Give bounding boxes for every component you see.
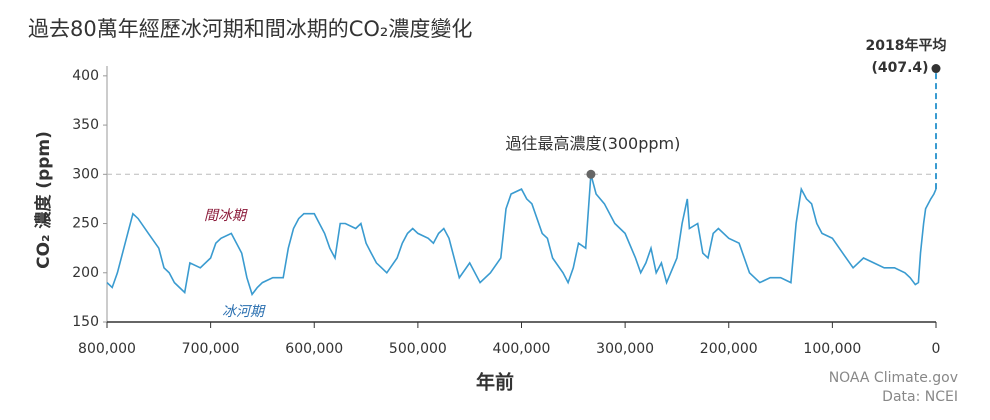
x-tick-label: 600,000	[285, 341, 343, 357]
source: NOAA Climate.gov	[829, 370, 958, 386]
x-axis-label: 年前	[476, 371, 514, 394]
x-tick-label: 200,000	[700, 341, 758, 357]
x-tick-label: 700,000	[182, 341, 240, 357]
chart-title: 過去80萬年經歷冰河期和間冰期的CO₂濃度變化	[28, 17, 472, 41]
x-tick-label: 400,000	[493, 341, 551, 357]
y-tick-label: 400	[72, 68, 99, 84]
x-tick-label: 100,000	[803, 341, 861, 357]
x-tick-label: 0	[932, 341, 941, 357]
co2-line	[106, 174, 937, 297]
current-value-label: (407.4)	[871, 60, 928, 76]
y-tick-label: 300	[72, 166, 99, 182]
data-source: Data: NCEI	[882, 389, 958, 405]
y-axis-label: CO₂ 濃度 (ppm)	[33, 131, 54, 269]
x-tick-label: 500,000	[389, 341, 447, 357]
y-tick-label: 350	[72, 117, 99, 133]
peak-point	[586, 169, 596, 179]
current-point	[931, 64, 941, 74]
y-tick-label: 150	[72, 314, 99, 330]
interglacial-label: 間冰期	[204, 208, 248, 224]
current-label: 2018年平均	[866, 37, 947, 54]
y-tick-label: 250	[72, 216, 99, 232]
y-tick-label: 200	[72, 265, 99, 281]
peak-label: 過往最高濃度(300ppm)	[505, 134, 680, 153]
glacial-label: 冰河期	[222, 304, 266, 320]
x-tick-label: 800,000	[78, 341, 136, 357]
x-tick-label: 300,000	[596, 341, 654, 357]
